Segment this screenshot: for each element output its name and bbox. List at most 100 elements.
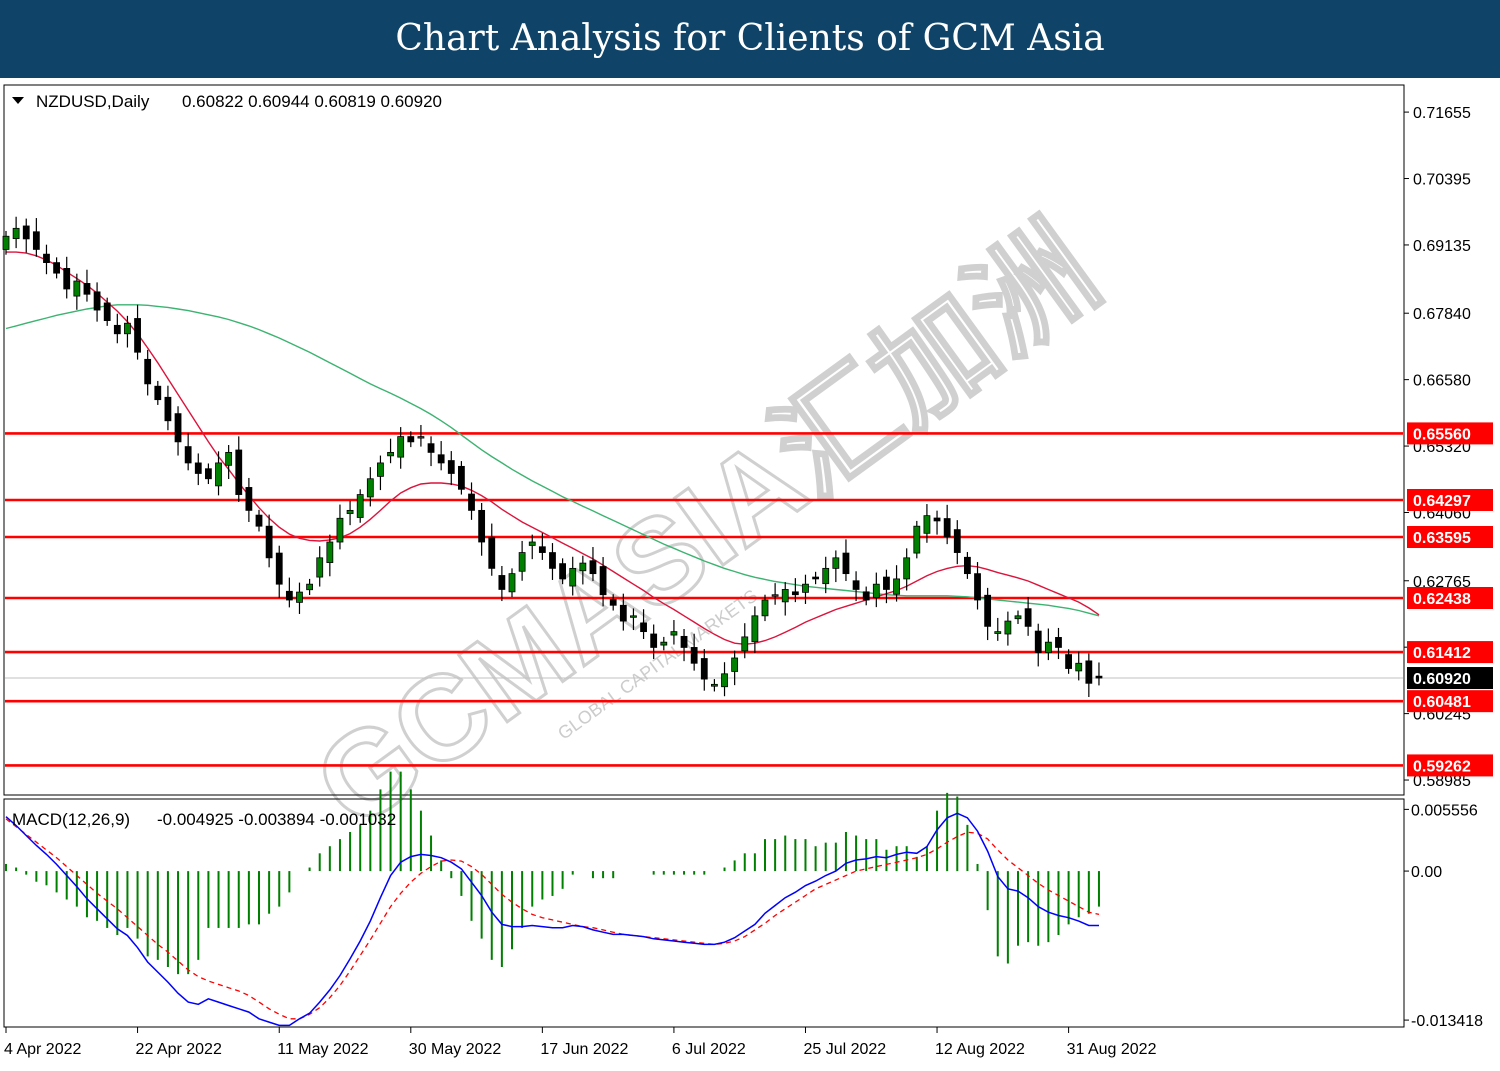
candle-body bbox=[164, 396, 172, 422]
dropdown-triangle-icon[interactable] bbox=[12, 97, 24, 104]
candle-body bbox=[1044, 641, 1052, 654]
candle-body bbox=[437, 454, 445, 464]
candle-body bbox=[974, 573, 981, 601]
date-tick-label: 11 May 2022 bbox=[277, 1041, 368, 1058]
candle-body bbox=[660, 641, 668, 646]
candle-body bbox=[923, 515, 931, 534]
macd-histogram bbox=[5, 771, 1100, 975]
candle-body bbox=[53, 262, 60, 274]
candle-body bbox=[134, 318, 141, 353]
candle-body bbox=[235, 449, 243, 495]
candle-body bbox=[913, 525, 921, 554]
macd-signal-line bbox=[5, 818, 1100, 1020]
level-tag bbox=[1407, 754, 1493, 777]
candle-body bbox=[296, 591, 303, 603]
candle-body bbox=[32, 231, 40, 250]
macd-panel-frame bbox=[3, 798, 1405, 1028]
candle-body bbox=[427, 443, 435, 453]
candle-body bbox=[690, 647, 698, 664]
candle-body bbox=[538, 546, 546, 553]
current-price-tag bbox=[1407, 667, 1493, 690]
candle-body bbox=[700, 658, 708, 680]
candle-body bbox=[549, 552, 556, 569]
candle-body bbox=[43, 253, 50, 264]
candle-body bbox=[204, 468, 212, 480]
candle-body bbox=[1065, 654, 1072, 669]
candle-body bbox=[356, 494, 364, 518]
level-tag-label: 0.64297 bbox=[1413, 493, 1471, 510]
date-tick-label: 25 Jul 2022 bbox=[803, 1041, 886, 1058]
candle-body bbox=[265, 525, 273, 559]
current-price-tag-label: 0.60920 bbox=[1413, 671, 1471, 688]
candle-body bbox=[862, 591, 870, 601]
candle-body bbox=[791, 591, 799, 596]
candle-body bbox=[883, 576, 890, 590]
candle-body bbox=[83, 283, 91, 295]
level-tag bbox=[1407, 690, 1493, 713]
candle-body bbox=[822, 567, 830, 585]
candle-body bbox=[255, 514, 263, 527]
candle-body bbox=[397, 436, 405, 458]
date-tick-label: 22 Apr 2022 bbox=[136, 1041, 222, 1058]
level-tag-label: 0.59262 bbox=[1413, 758, 1471, 775]
candle-body bbox=[306, 583, 314, 591]
date-tick-label: 31 Aug 2022 bbox=[1067, 1041, 1157, 1058]
level-tag bbox=[1407, 526, 1493, 549]
date-tick-label: 6 Jul 2022 bbox=[672, 1041, 746, 1058]
slow-moving-average-line bbox=[5, 304, 1100, 617]
candle-body bbox=[2, 235, 10, 250]
level-tag-label: 0.62438 bbox=[1413, 591, 1471, 608]
candle-body bbox=[316, 557, 324, 578]
candle-body bbox=[1085, 660, 1093, 684]
candle-body bbox=[721, 673, 728, 688]
macd-tick-label: 0.00 bbox=[1411, 864, 1442, 881]
price-tick-label: 0.67840 bbox=[1413, 306, 1471, 323]
candle-body bbox=[366, 478, 374, 498]
candle-body bbox=[1024, 608, 1032, 627]
candle-body bbox=[872, 583, 880, 599]
date-tick-label: 17 Jun 2022 bbox=[540, 1041, 628, 1058]
candle-body bbox=[680, 635, 688, 648]
candle-body bbox=[174, 413, 182, 443]
candle-body bbox=[457, 465, 465, 490]
level-tag bbox=[1407, 586, 1493, 609]
candle-body bbox=[994, 631, 1002, 634]
candle-body bbox=[184, 446, 192, 464]
price-tick-label: 0.70395 bbox=[1413, 172, 1471, 189]
macd-tick-label: 0.005556 bbox=[1411, 802, 1478, 819]
candle-body bbox=[802, 583, 809, 593]
candle-body bbox=[781, 589, 789, 603]
candle-body bbox=[508, 573, 516, 593]
candle-body bbox=[215, 462, 222, 487]
level-tag-label: 0.63595 bbox=[1413, 530, 1471, 547]
price-tick-label: 0.58985 bbox=[1413, 773, 1471, 790]
candle-body bbox=[832, 557, 840, 569]
candle-body bbox=[670, 631, 678, 636]
candle-body bbox=[741, 636, 749, 652]
candle-body bbox=[124, 322, 131, 335]
candle-body bbox=[377, 462, 384, 477]
page-title: Chart Analysis for Clients of GCM Asia bbox=[395, 18, 1105, 59]
date-tick-label: 4 Apr 2022 bbox=[4, 1041, 82, 1058]
level-tag-label: 0.60481 bbox=[1413, 694, 1471, 711]
level-tag-label: 0.61412 bbox=[1413, 645, 1471, 662]
candle-body bbox=[751, 615, 759, 643]
candle-body bbox=[842, 552, 850, 575]
symbol-label: NZDUSD,Daily bbox=[36, 92, 150, 111]
candle-body bbox=[964, 556, 971, 575]
level-tag-label: 0.65560 bbox=[1413, 426, 1471, 443]
candle-body bbox=[630, 615, 637, 618]
candle-body bbox=[447, 460, 455, 474]
candle-body bbox=[943, 518, 951, 538]
macd-values: -0.004925 -0.003894 -0.001032 bbox=[157, 810, 396, 829]
candle-body bbox=[407, 436, 415, 443]
candle-body bbox=[711, 683, 718, 687]
candle-body bbox=[73, 280, 81, 297]
price-panel-frame bbox=[3, 84, 1405, 796]
candle-body bbox=[1004, 620, 1012, 635]
header-banner: Chart Analysis for Clients of GCM Asia bbox=[0, 0, 1500, 78]
ohlc-values: 0.60822 0.60944 0.60819 0.60920 bbox=[182, 92, 442, 111]
candle-body bbox=[245, 487, 253, 511]
candle-body bbox=[154, 385, 162, 401]
candle-body bbox=[22, 225, 30, 240]
